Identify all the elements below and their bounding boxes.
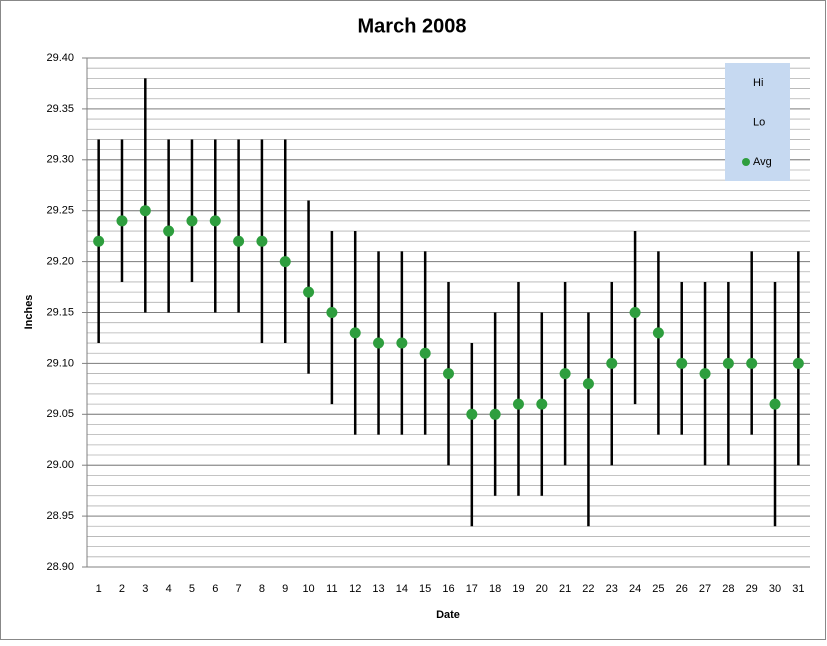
x-tick-label: 3 [142,583,148,595]
avg-marker [582,378,594,390]
y-tick-label: 29.20 [46,256,74,268]
avg-marker [419,347,431,359]
avg-marker [279,256,291,268]
x-tick-label: 20 [536,583,548,595]
x-tick-label: 13 [372,583,384,595]
x-tick-label: 12 [349,583,361,595]
y-tick-label: 29.10 [46,357,74,369]
x-tick-label: 14 [396,583,408,595]
x-tick-label: 31 [792,583,804,595]
avg-marker [256,235,268,247]
x-tick-label: 28 [722,583,734,595]
y-tick-label: 28.90 [46,561,74,573]
y-axis-label: Inches [23,295,35,330]
x-tick-label: 6 [212,583,218,595]
avg-marker [606,357,618,369]
legend-marker [742,158,750,166]
x-tick-label: 11 [326,583,337,595]
y-tick-label: 29.40 [46,52,74,64]
y-tick-label: 28.95 [46,510,74,522]
legend-label: Lo [753,116,765,128]
legend-box [725,63,790,181]
legend-label: Hi [753,77,763,89]
x-tick-label: 15 [419,583,431,595]
x-tick-label: 4 [166,583,172,595]
chart-title: March 2008 [358,15,467,37]
avg-marker [722,357,734,369]
x-tick-label: 24 [629,583,641,595]
x-tick-label: 16 [442,583,454,595]
x-tick-label: 18 [489,583,501,595]
x-tick-label: 7 [236,583,242,595]
avg-marker [116,215,128,227]
x-tick-label: 22 [582,583,594,595]
avg-marker [792,357,804,369]
avg-marker [489,408,501,420]
avg-marker [303,286,315,298]
avg-marker [699,368,711,380]
x-tick-label: 23 [606,583,618,595]
x-tick-label: 26 [676,583,688,595]
avg-marker [326,307,338,318]
x-tick-label: 21 [559,583,571,595]
x-tick-label: 9 [282,583,288,595]
x-tick-label: 27 [699,583,711,595]
avg-marker [769,398,781,410]
legend-label: Avg [753,156,772,168]
avg-marker [396,337,408,349]
avg-marker [233,235,245,247]
x-tick-label: 8 [259,583,265,595]
avg-marker [652,327,664,339]
x-tick-label: 17 [466,583,478,595]
avg-marker [139,205,151,217]
x-tick-label: 29 [746,583,758,595]
avg-marker [93,235,105,247]
x-tick-label: 5 [189,583,195,595]
avg-marker [163,225,175,237]
y-tick-label: 29.25 [46,205,74,217]
avg-marker [676,357,688,369]
avg-marker [209,215,221,227]
x-tick-label: 19 [512,583,524,595]
y-tick-label: 29.35 [46,103,74,115]
y-tick-label: 29.00 [46,459,74,471]
y-tick-label: 29.30 [46,154,74,166]
x-tick-label: 1 [96,583,102,595]
avg-marker [349,327,361,339]
avg-marker [466,408,478,420]
y-tick-label: 29.05 [46,408,74,420]
x-axis-label: Date [436,609,460,621]
x-tick-label: 30 [769,583,781,595]
avg-marker [746,357,758,369]
x-tick-label: 25 [652,583,664,595]
y-tick-label: 29.15 [46,306,74,318]
avg-marker [512,398,524,410]
x-tick-label: 10 [302,583,314,595]
avg-marker [443,368,454,380]
avg-marker [186,215,198,227]
avg-marker [536,398,548,410]
avg-marker [559,368,571,380]
avg-marker [373,337,385,349]
x-tick-label: 2 [119,583,125,595]
avg-marker [629,307,641,318]
